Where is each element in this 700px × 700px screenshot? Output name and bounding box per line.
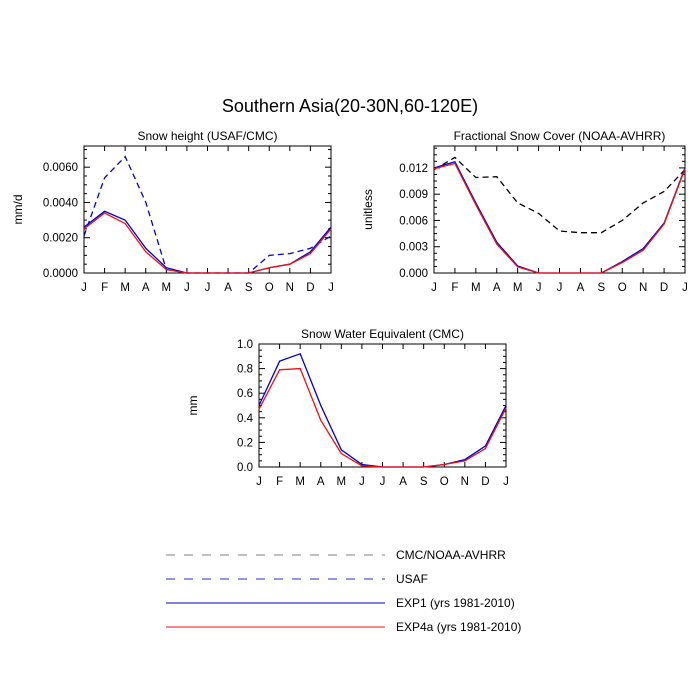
y-tick-label: 0.4 (237, 413, 254, 425)
y-tick-label: 0.009 (399, 189, 428, 201)
y-tick-label: 0.006 (399, 215, 428, 227)
x-tick-label: A (142, 282, 150, 294)
x-tick-label: J (557, 282, 563, 294)
x-tick-label: M (513, 282, 523, 294)
legend-label: EXP4a (yrs 1981-2010) (396, 620, 521, 634)
x-tick-label: J (256, 476, 262, 488)
x-tick-label: F (101, 282, 108, 294)
x-tick-label: J (359, 476, 365, 488)
x-tick-label: M (162, 282, 172, 294)
x-tick-label: J (328, 282, 334, 294)
y-tick-label: 0.2 (237, 437, 253, 449)
x-tick-label: A (224, 282, 232, 294)
y-tick-label: 0.012 (399, 163, 428, 175)
x-tick-label: A (493, 282, 501, 294)
y-tick-label: 0.0040 (43, 197, 78, 209)
legend-label: CMC/NOAA-AVHRR (396, 548, 506, 562)
x-tick-label: M (337, 476, 347, 488)
x-tick-label: A (577, 282, 585, 294)
x-tick-label: N (639, 282, 647, 294)
x-tick-label: O (440, 476, 449, 488)
x-tick-label: S (597, 282, 605, 294)
x-tick-label: F (276, 476, 283, 488)
x-tick-label: O (618, 282, 627, 294)
series-line (258, 352, 507, 468)
y-tick-label: 0.0020 (43, 233, 78, 245)
plot-frame (258, 343, 507, 468)
x-tick-label: N (461, 476, 469, 488)
series-line (258, 367, 507, 468)
figure-title: Southern Asia(20-30N,60-120E) (221, 96, 479, 116)
y-tick-label: 1.0 (237, 339, 253, 351)
x-tick-label: J (81, 282, 87, 294)
y-tick-label: 0.8 (237, 364, 253, 376)
legend: CMC/NOAA-AVHRR USAF EXP1 (yrs 1981-2010) EX… (166, 548, 521, 634)
x-tick-label: F (451, 282, 458, 294)
x-tick-label: D (306, 282, 314, 294)
y-tick-label: 0.000 (399, 268, 428, 280)
x-tick-label: J (536, 282, 542, 294)
x-tick-label: M (295, 476, 305, 488)
x-tick-label: J (503, 476, 509, 488)
y-tick-label: 0.0 (237, 462, 253, 474)
x-tick-label: A (317, 476, 325, 488)
x-tick-label: D (481, 476, 489, 488)
x-tick-label: S (245, 282, 253, 294)
y-tick-label: 0.0000 (43, 268, 78, 280)
series-line (433, 156, 686, 234)
x-tick-label: N (286, 282, 294, 294)
panel-title: Fractional Snow Cover (NOAA-AVHRR) (454, 129, 666, 143)
legend-label: USAF (396, 572, 428, 586)
x-tick-label: J (431, 282, 437, 294)
y-axis-label: mm/d (11, 195, 25, 225)
panel-title: Snow Water Equivalent (CMC) (301, 327, 464, 341)
x-tick-label: M (471, 282, 481, 294)
y-tick-label: 0.0060 (43, 162, 78, 174)
x-tick-label: J (205, 282, 211, 294)
y-tick-label: 0.6 (237, 388, 253, 400)
x-tick-label: J (184, 282, 190, 294)
x-tick-label: J (380, 476, 386, 488)
x-tick-label: O (265, 282, 274, 294)
y-tick-label: 0.003 (399, 242, 428, 254)
x-tick-label: J (682, 282, 688, 294)
legend-label: EXP1 (yrs 1981-2010) (396, 596, 515, 610)
y-axis-label: unitless (361, 189, 375, 230)
x-tick-label: S (420, 476, 428, 488)
panel-title: Snow height (USAF/CMC) (137, 129, 277, 143)
y-axis-label: mm (186, 396, 200, 416)
x-tick-label: M (120, 282, 130, 294)
x-tick-label: A (399, 476, 407, 488)
x-tick-label: D (660, 282, 668, 294)
